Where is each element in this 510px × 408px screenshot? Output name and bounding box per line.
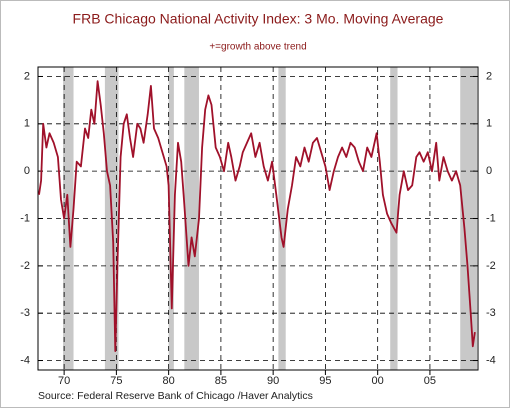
- y2-tick-label: -4: [486, 354, 496, 366]
- x-tick-label: 85: [215, 375, 227, 387]
- chart-subtitle: +=growth above trend: [209, 42, 306, 53]
- y-tick-label: 0: [24, 165, 30, 177]
- recession-band: [168, 67, 174, 370]
- chart-title: FRB Chicago National Activity Index: 3 M…: [73, 11, 444, 27]
- y2-tick-label: -1: [486, 212, 496, 224]
- x-tick-label: 75: [110, 375, 122, 387]
- y2-tick-label: 1: [486, 118, 492, 130]
- y-tick-label: 2: [24, 70, 30, 82]
- recession-band: [460, 67, 477, 370]
- plot-frame: [37, 66, 479, 371]
- source: Source: Federal Reserve Bank of Chicago …: [38, 390, 313, 402]
- x-tick-label: 00: [372, 375, 384, 387]
- x-tick-label: 80: [163, 375, 175, 387]
- y-tick-label: -4: [20, 354, 30, 366]
- y-tick-label: -2: [20, 260, 30, 272]
- x-tick-label: 90: [267, 375, 279, 387]
- y2-tick-label: 0: [486, 165, 492, 177]
- y2-tick-label: -3: [486, 307, 496, 319]
- y-tick-label: 1: [24, 118, 30, 130]
- y2-tick-label: 2: [486, 70, 492, 82]
- y-tick-label: -1: [20, 212, 30, 224]
- x-tick-label: 70: [58, 375, 70, 387]
- x-tick-label: 95: [319, 375, 331, 387]
- y-tick-label: -3: [20, 307, 30, 319]
- x-tick-label: 05: [424, 375, 436, 387]
- y2-tick-label: -2: [486, 260, 496, 272]
- series-line: [38, 80, 476, 352]
